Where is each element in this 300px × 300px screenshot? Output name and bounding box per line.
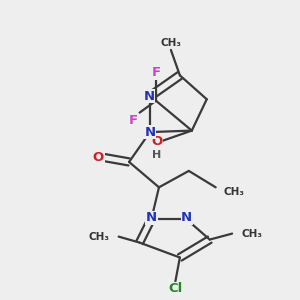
- Text: F: F: [129, 114, 138, 127]
- Text: Cl: Cl: [168, 282, 182, 296]
- Text: N: N: [146, 211, 157, 224]
- Text: O: O: [93, 151, 104, 164]
- Text: N: N: [143, 90, 155, 103]
- Text: O: O: [151, 135, 162, 148]
- Text: N: N: [144, 126, 156, 139]
- Text: CH₃: CH₃: [241, 229, 262, 238]
- Text: CH₃: CH₃: [160, 38, 182, 47]
- Text: F: F: [152, 66, 160, 79]
- Text: H: H: [152, 150, 161, 160]
- Text: CH₃: CH₃: [223, 187, 244, 197]
- Text: N: N: [181, 211, 192, 224]
- Text: CH₃: CH₃: [89, 232, 110, 242]
